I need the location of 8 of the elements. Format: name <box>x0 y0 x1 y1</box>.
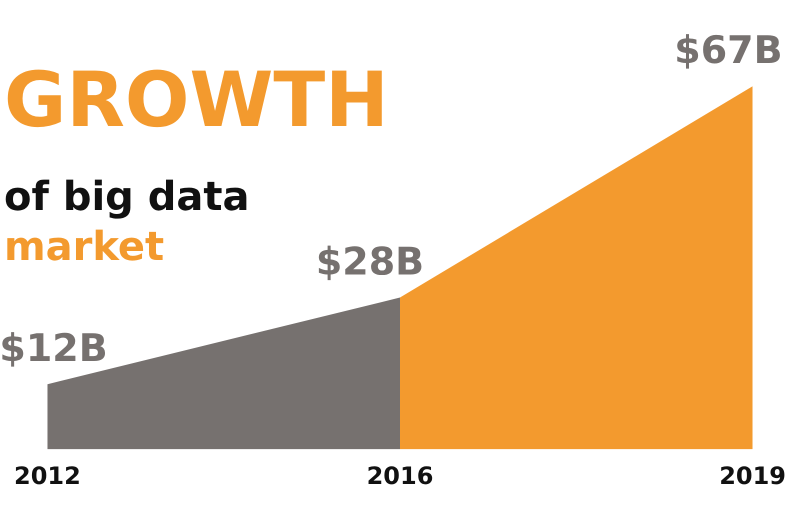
x-tick-label: 2019 <box>719 462 786 490</box>
data-label: $28B <box>316 239 424 284</box>
data-label: $67B <box>674 28 783 72</box>
data-label: $12B <box>0 326 108 370</box>
x-tick-label: 2012 <box>14 462 81 490</box>
text: of big data market <box>4 174 250 270</box>
chart-title: GROWTH <box>4 55 389 144</box>
x-tick-label: 2016 <box>366 462 434 490</box>
